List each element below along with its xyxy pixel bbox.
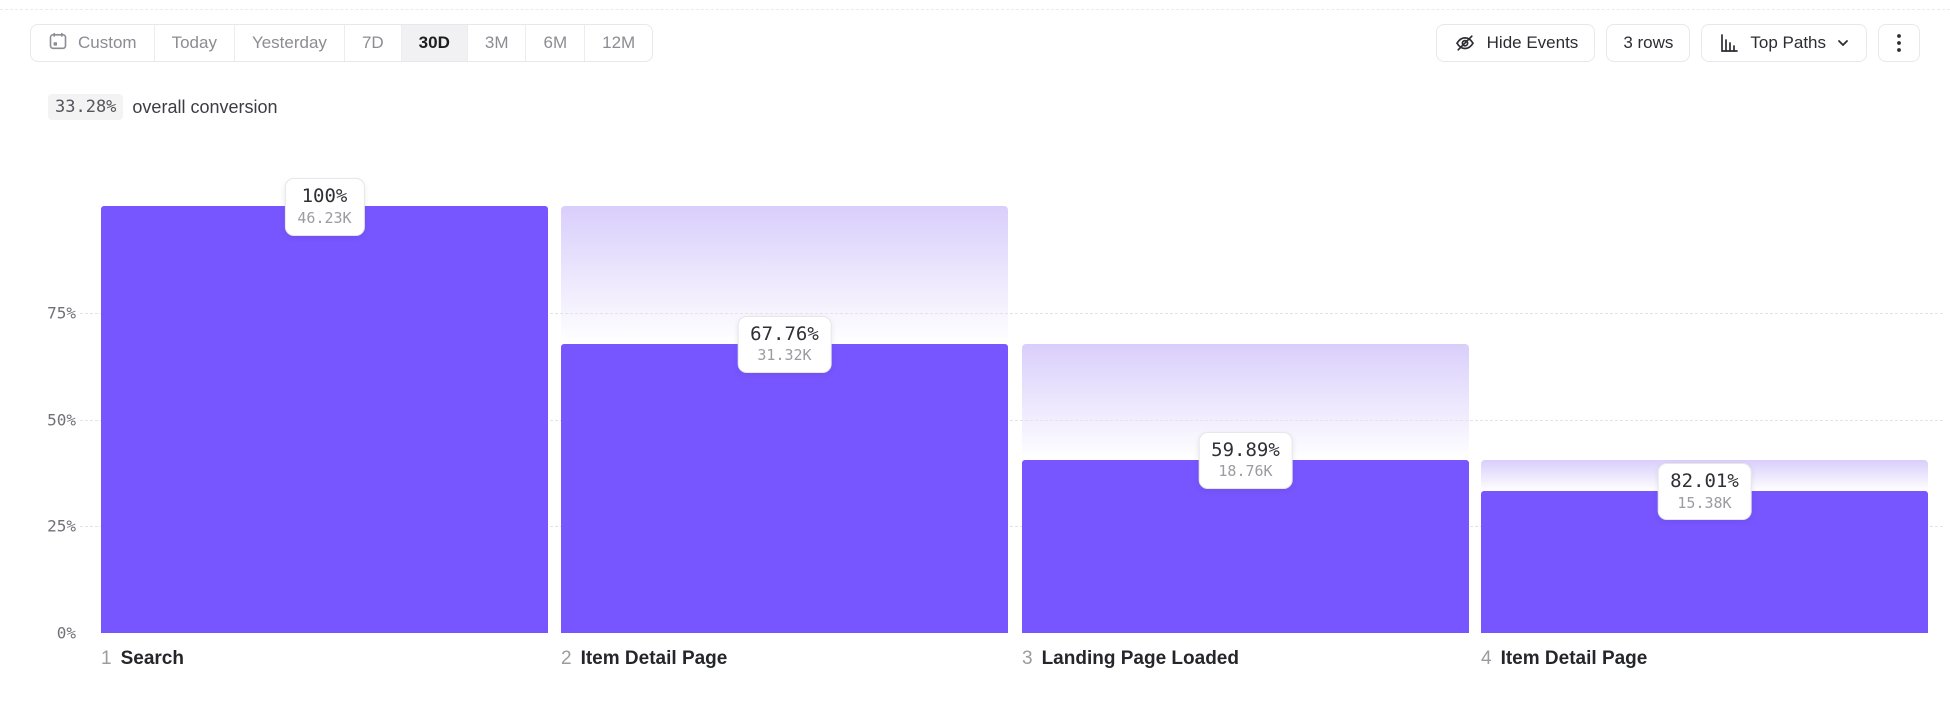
funnel-bar-step-1[interactable] [101,206,548,633]
date-range-yesterday[interactable]: Yesterday [235,25,345,61]
date-range-custom[interactable]: Custom [31,25,155,61]
chevron-down-icon [1836,36,1850,50]
conversion-percent: 82.01% [1670,469,1739,492]
funnel-value-label-step-1: 100% 46.23K [284,178,365,236]
date-range-12m[interactable]: 12M [585,25,652,61]
rows-label: 3 rows [1623,33,1674,52]
conversion-count: 18.76K [1218,462,1273,481]
date-range-label: 12M [602,33,636,52]
hide-events-button[interactable]: Hide Events [1435,24,1596,62]
conversion-count: 46.23K [297,208,352,227]
more-options-button[interactable] [1878,24,1920,62]
top-divider [0,9,1950,10]
step-name[interactable]: Search [120,648,184,669]
toolbar: Custom Today Yesterday 7D 30D 3M 6M 12M … [30,24,1920,62]
step-number: 2 [561,648,572,669]
overall-conversion-label: overall conversion [132,96,278,117]
step-label-2: 2 Item Detail Page [561,648,727,670]
conversion-percent: 59.89% [1211,438,1280,461]
kebab-menu-icon [1897,33,1901,53]
conversion-count: 31.32K [757,346,812,365]
step-label-1: 1 Search [101,648,184,670]
step-label-3: 3 Landing Page Loaded [1022,648,1239,670]
toolbar-right-controls: Hide Events 3 rows Top Paths [1435,24,1920,62]
gridline-75 [80,313,1943,314]
funnel-value-label-step-4: 82.01% 15.38K [1657,462,1752,521]
overall-conversion-summary: 33.28% overall conversion [48,94,278,120]
date-range-6m[interactable]: 6M [526,25,586,61]
overall-conversion-value: 33.28% [48,94,124,120]
date-range-segmented-control: Custom Today Yesterday 7D 30D 3M 6M 12M [30,24,654,62]
date-range-30d[interactable]: 30D [401,25,468,61]
step-number: 3 [1022,648,1033,669]
step-name[interactable]: Item Detail Page [1500,648,1648,669]
view-selector-label: Top Paths [1750,33,1826,52]
date-range-label: 30D [418,33,450,52]
view-selector-dropdown[interactable]: Top Paths [1701,24,1867,62]
date-range-label: Today [171,33,217,52]
date-range-label: 3M [484,33,509,52]
date-range-label: 6M [543,33,568,52]
step-number: 1 [101,648,112,669]
date-range-3m[interactable]: 3M [468,25,527,61]
date-range-label: 7D [361,33,384,52]
conversion-count: 15.38K [1677,493,1732,512]
step-number: 4 [1481,648,1492,669]
funnel-bar-step-2[interactable] [561,343,1008,633]
gridline-50 [80,420,1943,421]
step-name[interactable]: Landing Page Loaded [1041,648,1239,669]
hide-events-label: Hide Events [1486,33,1579,52]
gridline-25 [80,526,1943,527]
funnel-value-label-step-2: 67.76% 31.32K [737,315,832,374]
conversion-percent: 100% [301,185,348,207]
date-range-label: Yesterday [251,33,327,52]
eye-off-icon [1453,31,1477,55]
y-axis-tick-25: 25% [47,516,76,536]
step-name[interactable]: Item Detail Page [580,648,728,669]
date-range-today[interactable]: Today [155,25,235,61]
rows-button[interactable]: 3 rows [1606,24,1691,62]
step-label-4: 4 Item Detail Page [1481,648,1647,670]
date-range-label: Custom [78,33,137,52]
conversion-percent: 67.76% [750,322,819,345]
funnel-value-label-step-3: 59.89% 18.76K [1198,431,1293,490]
bar-chart-icon [1718,32,1740,54]
y-axis-tick-75: 75% [47,303,76,323]
calendar-icon [48,31,68,56]
y-axis-tick-50: 50% [47,410,76,430]
y-axis-tick-0: 0% [56,623,76,643]
date-range-7d[interactable]: 7D [345,25,402,61]
